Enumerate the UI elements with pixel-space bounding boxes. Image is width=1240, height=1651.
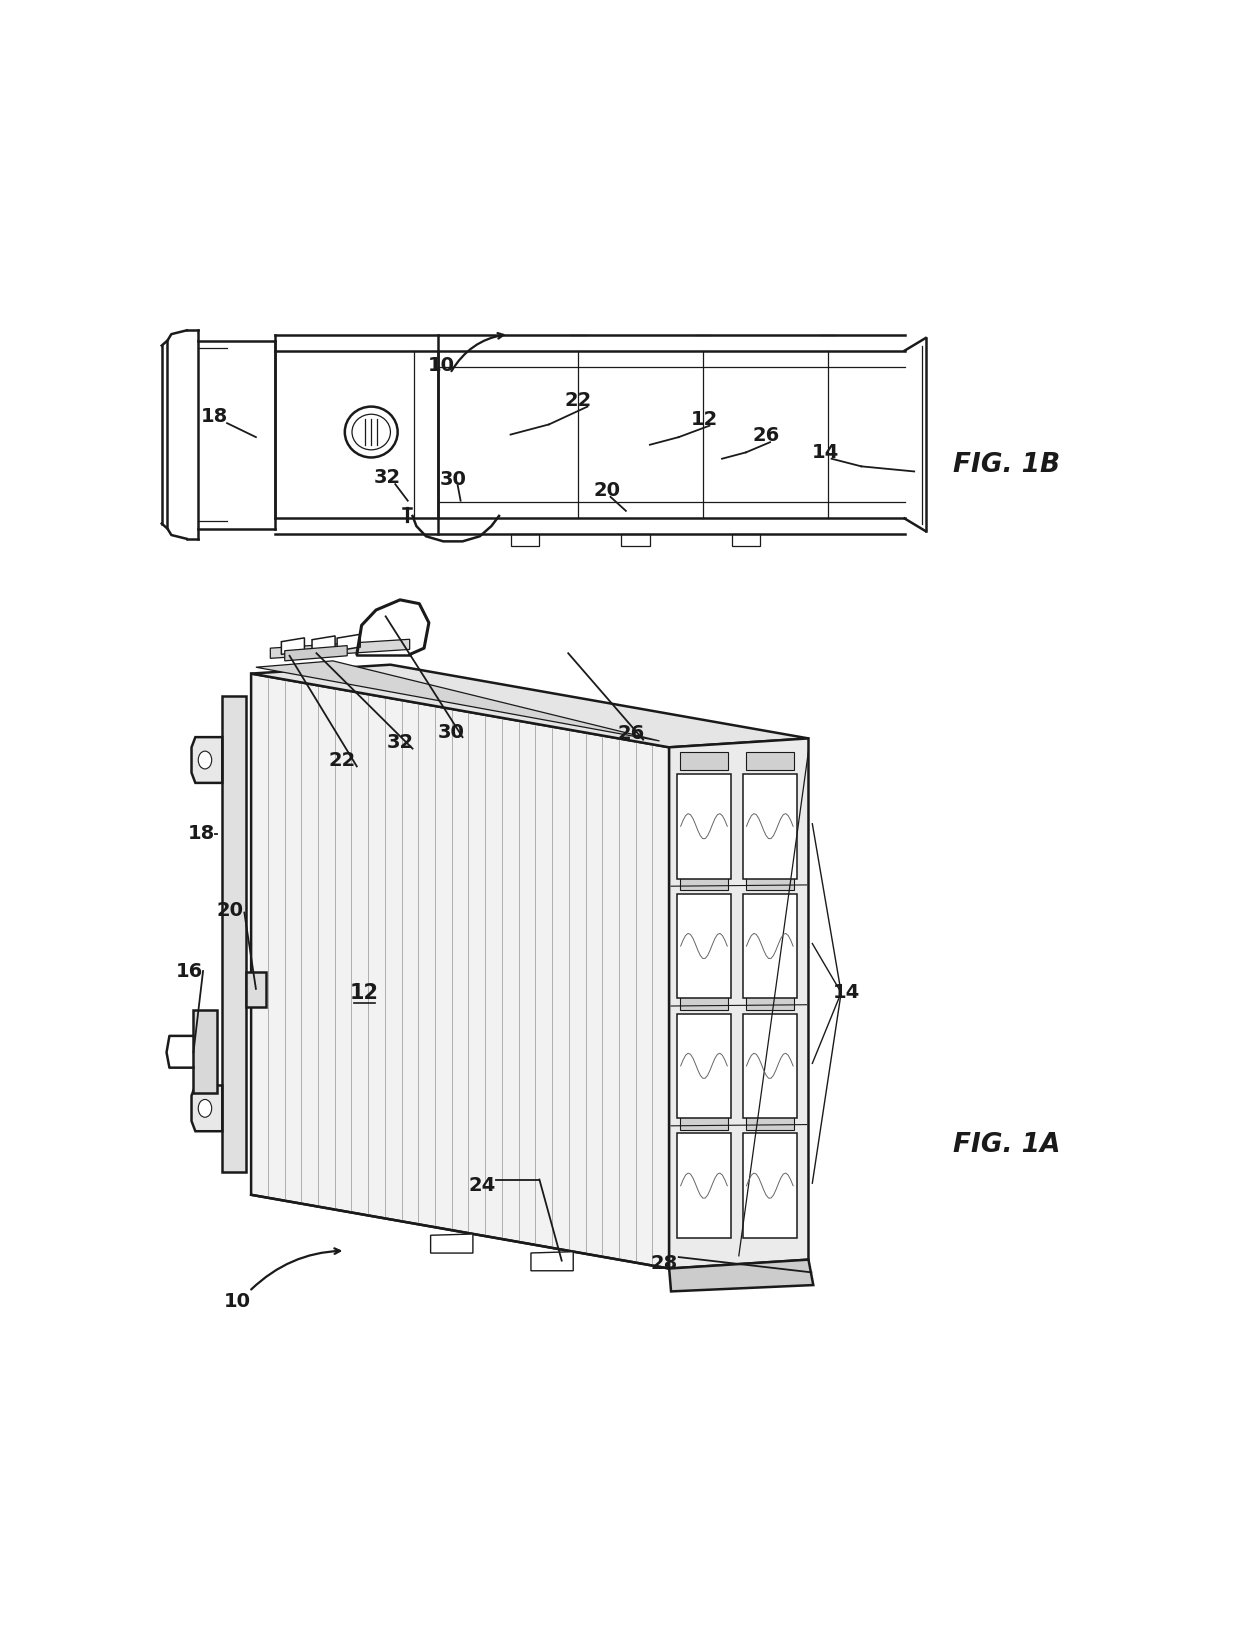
Text: 28: 28 xyxy=(651,1255,678,1273)
Polygon shape xyxy=(670,1260,813,1291)
Polygon shape xyxy=(255,660,660,741)
Text: 10: 10 xyxy=(428,357,455,375)
Bar xyxy=(743,774,797,878)
Bar xyxy=(222,697,247,1172)
Circle shape xyxy=(198,1100,212,1118)
Polygon shape xyxy=(193,1010,217,1093)
Text: 22: 22 xyxy=(564,391,591,409)
Bar xyxy=(621,533,650,546)
Text: FIG. 1A: FIG. 1A xyxy=(952,1133,1060,1159)
Text: 12: 12 xyxy=(350,982,379,1002)
Text: 26: 26 xyxy=(618,723,645,743)
Polygon shape xyxy=(250,674,670,1268)
Bar xyxy=(677,774,732,878)
Polygon shape xyxy=(191,1085,222,1131)
Text: 18: 18 xyxy=(187,824,215,844)
Polygon shape xyxy=(270,639,409,659)
Polygon shape xyxy=(337,634,360,650)
Polygon shape xyxy=(312,636,335,652)
Bar xyxy=(743,893,797,999)
Polygon shape xyxy=(250,665,808,748)
Polygon shape xyxy=(281,637,305,654)
Polygon shape xyxy=(670,738,808,1268)
Text: 18: 18 xyxy=(201,408,228,426)
Bar xyxy=(680,872,728,890)
Text: 20: 20 xyxy=(593,480,620,500)
Text: 12: 12 xyxy=(691,409,718,429)
Bar xyxy=(745,992,794,1010)
Bar xyxy=(745,872,794,890)
Bar xyxy=(677,893,732,999)
Polygon shape xyxy=(531,1251,573,1271)
Bar xyxy=(680,753,728,771)
Text: 30: 30 xyxy=(438,723,465,741)
Bar xyxy=(677,1134,732,1238)
Text: 10: 10 xyxy=(224,1293,252,1311)
Bar xyxy=(677,1014,732,1118)
Polygon shape xyxy=(285,646,347,660)
Text: FIG. 1B: FIG. 1B xyxy=(952,452,1060,479)
Circle shape xyxy=(198,751,212,769)
Text: 20: 20 xyxy=(217,900,243,920)
Polygon shape xyxy=(247,972,265,1007)
Text: 32: 32 xyxy=(387,733,414,751)
Text: 24: 24 xyxy=(469,1177,495,1195)
Text: 16: 16 xyxy=(176,961,203,981)
Bar xyxy=(743,1014,797,1118)
Bar xyxy=(745,753,794,771)
Bar xyxy=(732,533,760,546)
Bar xyxy=(743,1134,797,1238)
Text: 22: 22 xyxy=(329,751,356,769)
Text: 14: 14 xyxy=(812,442,839,462)
Polygon shape xyxy=(191,736,222,783)
Bar xyxy=(511,533,539,546)
Bar xyxy=(680,1111,728,1129)
Text: 26: 26 xyxy=(753,426,780,446)
Bar xyxy=(745,1111,794,1129)
Polygon shape xyxy=(430,1233,472,1253)
Text: 14: 14 xyxy=(833,982,861,1002)
Text: 30: 30 xyxy=(439,469,466,489)
Text: 32: 32 xyxy=(374,469,401,487)
Bar xyxy=(680,992,728,1010)
